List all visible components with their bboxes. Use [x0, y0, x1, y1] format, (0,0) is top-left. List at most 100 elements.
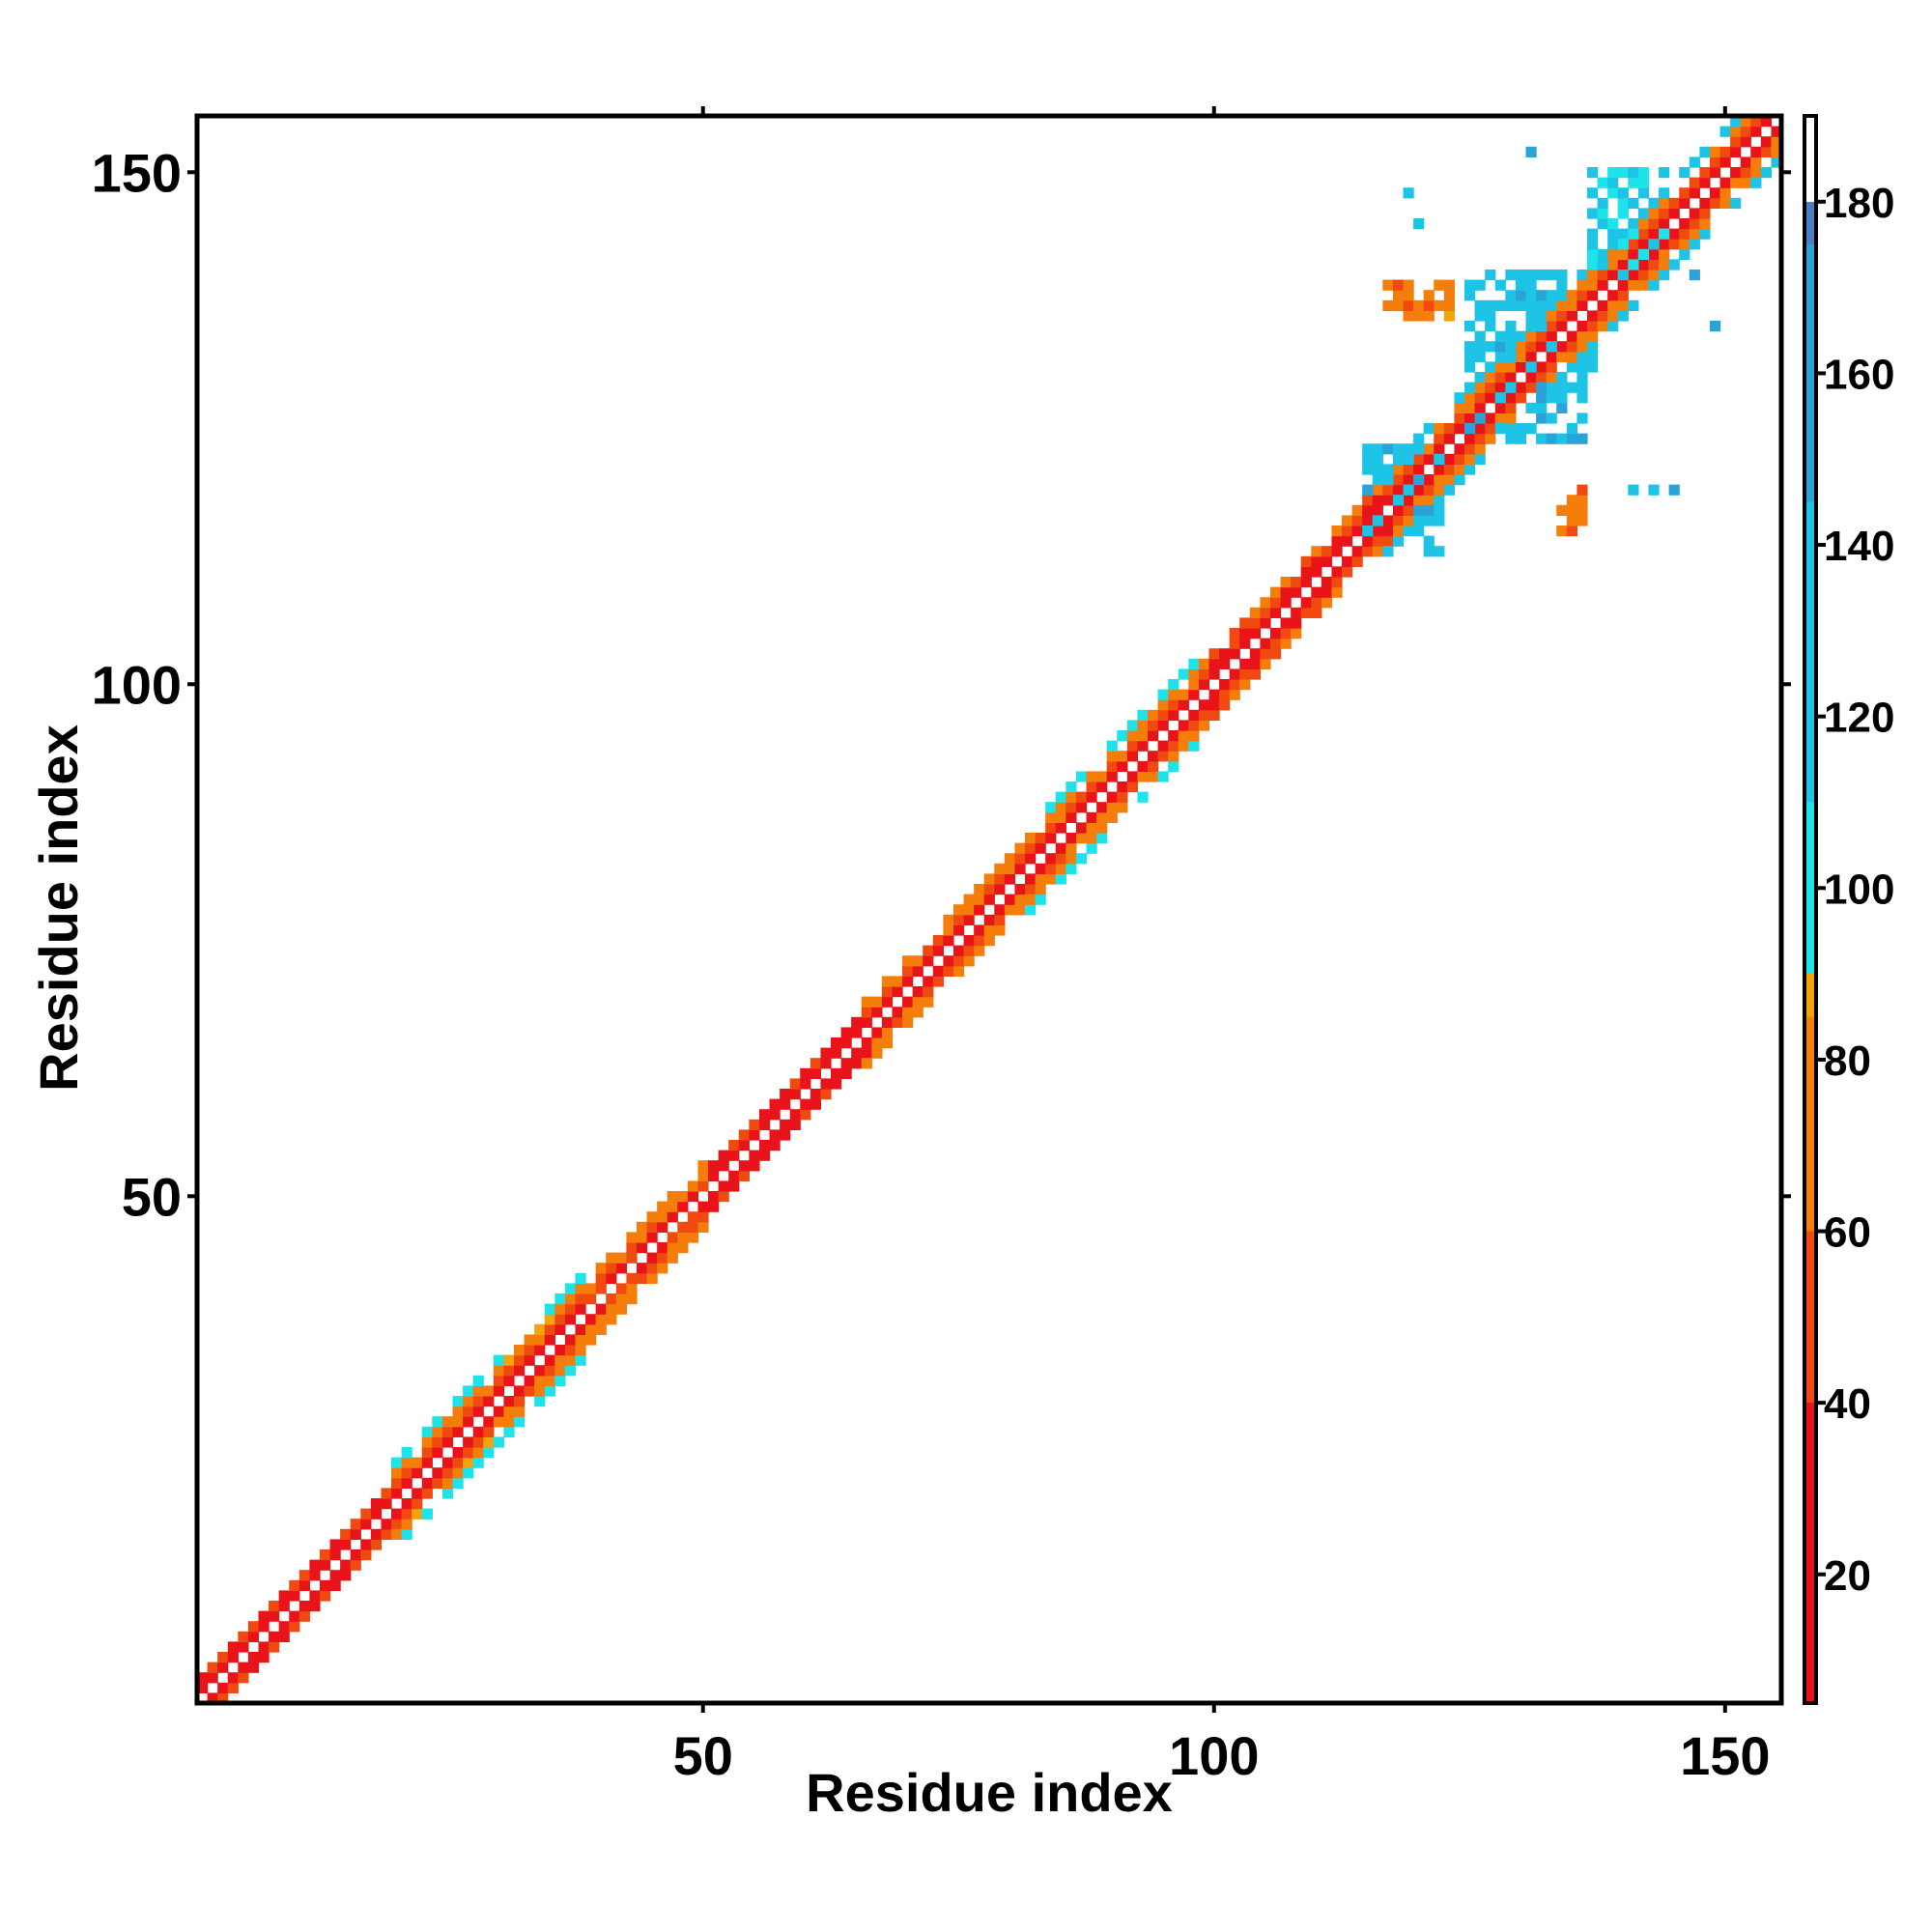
heatmap-cell: [1474, 402, 1486, 413]
heatmap-cell: [1515, 423, 1527, 435]
heatmap-cell: [1392, 290, 1405, 301]
heatmap-cell: [1413, 464, 1425, 475]
heatmap-cell: [892, 1016, 903, 1028]
heatmap-cell: [1148, 760, 1159, 772]
heatmap-cell: [1586, 239, 1599, 250]
heatmap-cell: [667, 1211, 678, 1223]
heatmap-cell: [298, 1570, 310, 1581]
heatmap-cell: [1229, 628, 1240, 639]
heatmap-cell: [1434, 279, 1445, 291]
heatmap-cell: [544, 1314, 555, 1325]
heatmap-cell: [1577, 372, 1588, 384]
heatmap-cell: [1331, 577, 1343, 588]
heatmap-cell: [1556, 310, 1568, 322]
heatmap-cell: [1719, 126, 1731, 137]
heatmap-cell: [1331, 586, 1343, 598]
heatmap-cell: [1219, 679, 1231, 691]
heatmap-cell: [606, 1252, 617, 1264]
heatmap-cell: [1556, 392, 1568, 404]
heatmap-cell: [1464, 402, 1476, 413]
heatmap-cell: [1485, 423, 1496, 435]
heatmap-cell: [677, 1191, 689, 1203]
heatmap-cell: [1025, 842, 1037, 854]
heatmap-cell: [1546, 392, 1557, 404]
heatmap-cell: [1372, 546, 1383, 557]
heatmap-cell: [1168, 751, 1179, 762]
heatmap-cell: [1331, 566, 1343, 578]
heatmap-cell: [1730, 116, 1742, 128]
heatmap-cell: [1699, 228, 1711, 240]
heatmap-cell: [544, 1385, 555, 1397]
heatmap-cell: [1494, 392, 1506, 404]
heatmap-cell: [1464, 382, 1476, 393]
heatmap-cell: [1239, 679, 1251, 691]
heatmap-cell: [1239, 658, 1251, 669]
heatmap-cell: [514, 1365, 526, 1377]
heatmap-cell: [1699, 177, 1711, 188]
heatmap-cell: [974, 894, 985, 905]
heatmap-cell: [615, 1283, 627, 1294]
heatmap-cell: [441, 1477, 454, 1489]
heatmap-cell: [1372, 535, 1383, 547]
heatmap-cell: [1566, 361, 1577, 373]
heatmap-cell: [217, 1692, 229, 1704]
heatmap-cell: [1750, 126, 1762, 137]
heatmap-cell: [493, 1385, 505, 1397]
heatmap-cell: [1668, 259, 1680, 270]
heatmap-cell: [687, 1180, 699, 1192]
heatmap-cell: [789, 1119, 801, 1130]
heatmap-cell: [1342, 526, 1353, 537]
heatmap-cell: [544, 1334, 555, 1346]
heatmap-cell: [1055, 802, 1066, 813]
heatmap-cell: [1464, 392, 1476, 404]
heatmap-cell: [912, 1007, 923, 1018]
heatmap-cell: [1269, 597, 1282, 609]
heatmap-cell: [1229, 648, 1240, 660]
heatmap-cell: [626, 1283, 638, 1294]
heatmap-cell: [197, 1682, 209, 1693]
heatmap-cell: [1280, 617, 1292, 629]
heatmap-cell: [728, 1140, 740, 1151]
heatmap-cell: [1607, 167, 1619, 179]
heatmap-cell: [1035, 873, 1046, 885]
heatmap-cell: [1566, 330, 1577, 342]
heatmap-cell: [1382, 299, 1394, 311]
heatmap-cell: [636, 1232, 648, 1243]
heatmap-cell: [1771, 156, 1782, 168]
heatmap-cell: [1454, 402, 1465, 413]
heatmap-cell: [1086, 781, 1097, 793]
heatmap-cell: [269, 1601, 280, 1612]
heatmap-cell: [1229, 638, 1240, 649]
heatmap-cell: [595, 1323, 607, 1335]
heatmap-cell: [1709, 321, 1721, 332]
heatmap-cell: [902, 1007, 914, 1018]
heatmap-cell: [463, 1406, 474, 1417]
heatmap-cell: [1464, 423, 1476, 435]
heatmap-cell: [1055, 842, 1066, 854]
heatmap-cell: [247, 1652, 260, 1663]
heatmap-cell: [728, 1180, 740, 1192]
heatmap-cell: [1648, 248, 1660, 260]
heatmap-cell: [923, 996, 934, 1008]
heatmap-cell: [861, 1016, 872, 1028]
heatmap-cell: [1260, 607, 1271, 618]
heatmap-cell: [340, 1539, 352, 1550]
heatmap-cell: [1443, 310, 1456, 322]
heatmap-cell: [657, 1211, 668, 1223]
heatmap-cell: [789, 1089, 801, 1100]
heatmap-cell: [1515, 382, 1527, 393]
heatmap-cell: [1494, 372, 1506, 384]
heatmap-cell: [1372, 453, 1383, 465]
heatmap-cell: [1351, 555, 1363, 567]
heatmap-cell: [1249, 668, 1261, 680]
heatmap-cell: [401, 1508, 412, 1520]
heatmap-cell: [1494, 423, 1506, 435]
heatmap-cell: [1382, 535, 1394, 547]
heatmap-cell: [534, 1323, 546, 1335]
heatmap-cell: [1443, 279, 1456, 291]
heatmap-cell: [412, 1508, 423, 1520]
heatmap-cell: [974, 884, 985, 895]
heatmap-cell: [1577, 299, 1588, 311]
heatmap-cell: [892, 986, 903, 998]
heatmap-cell: [1249, 617, 1261, 629]
